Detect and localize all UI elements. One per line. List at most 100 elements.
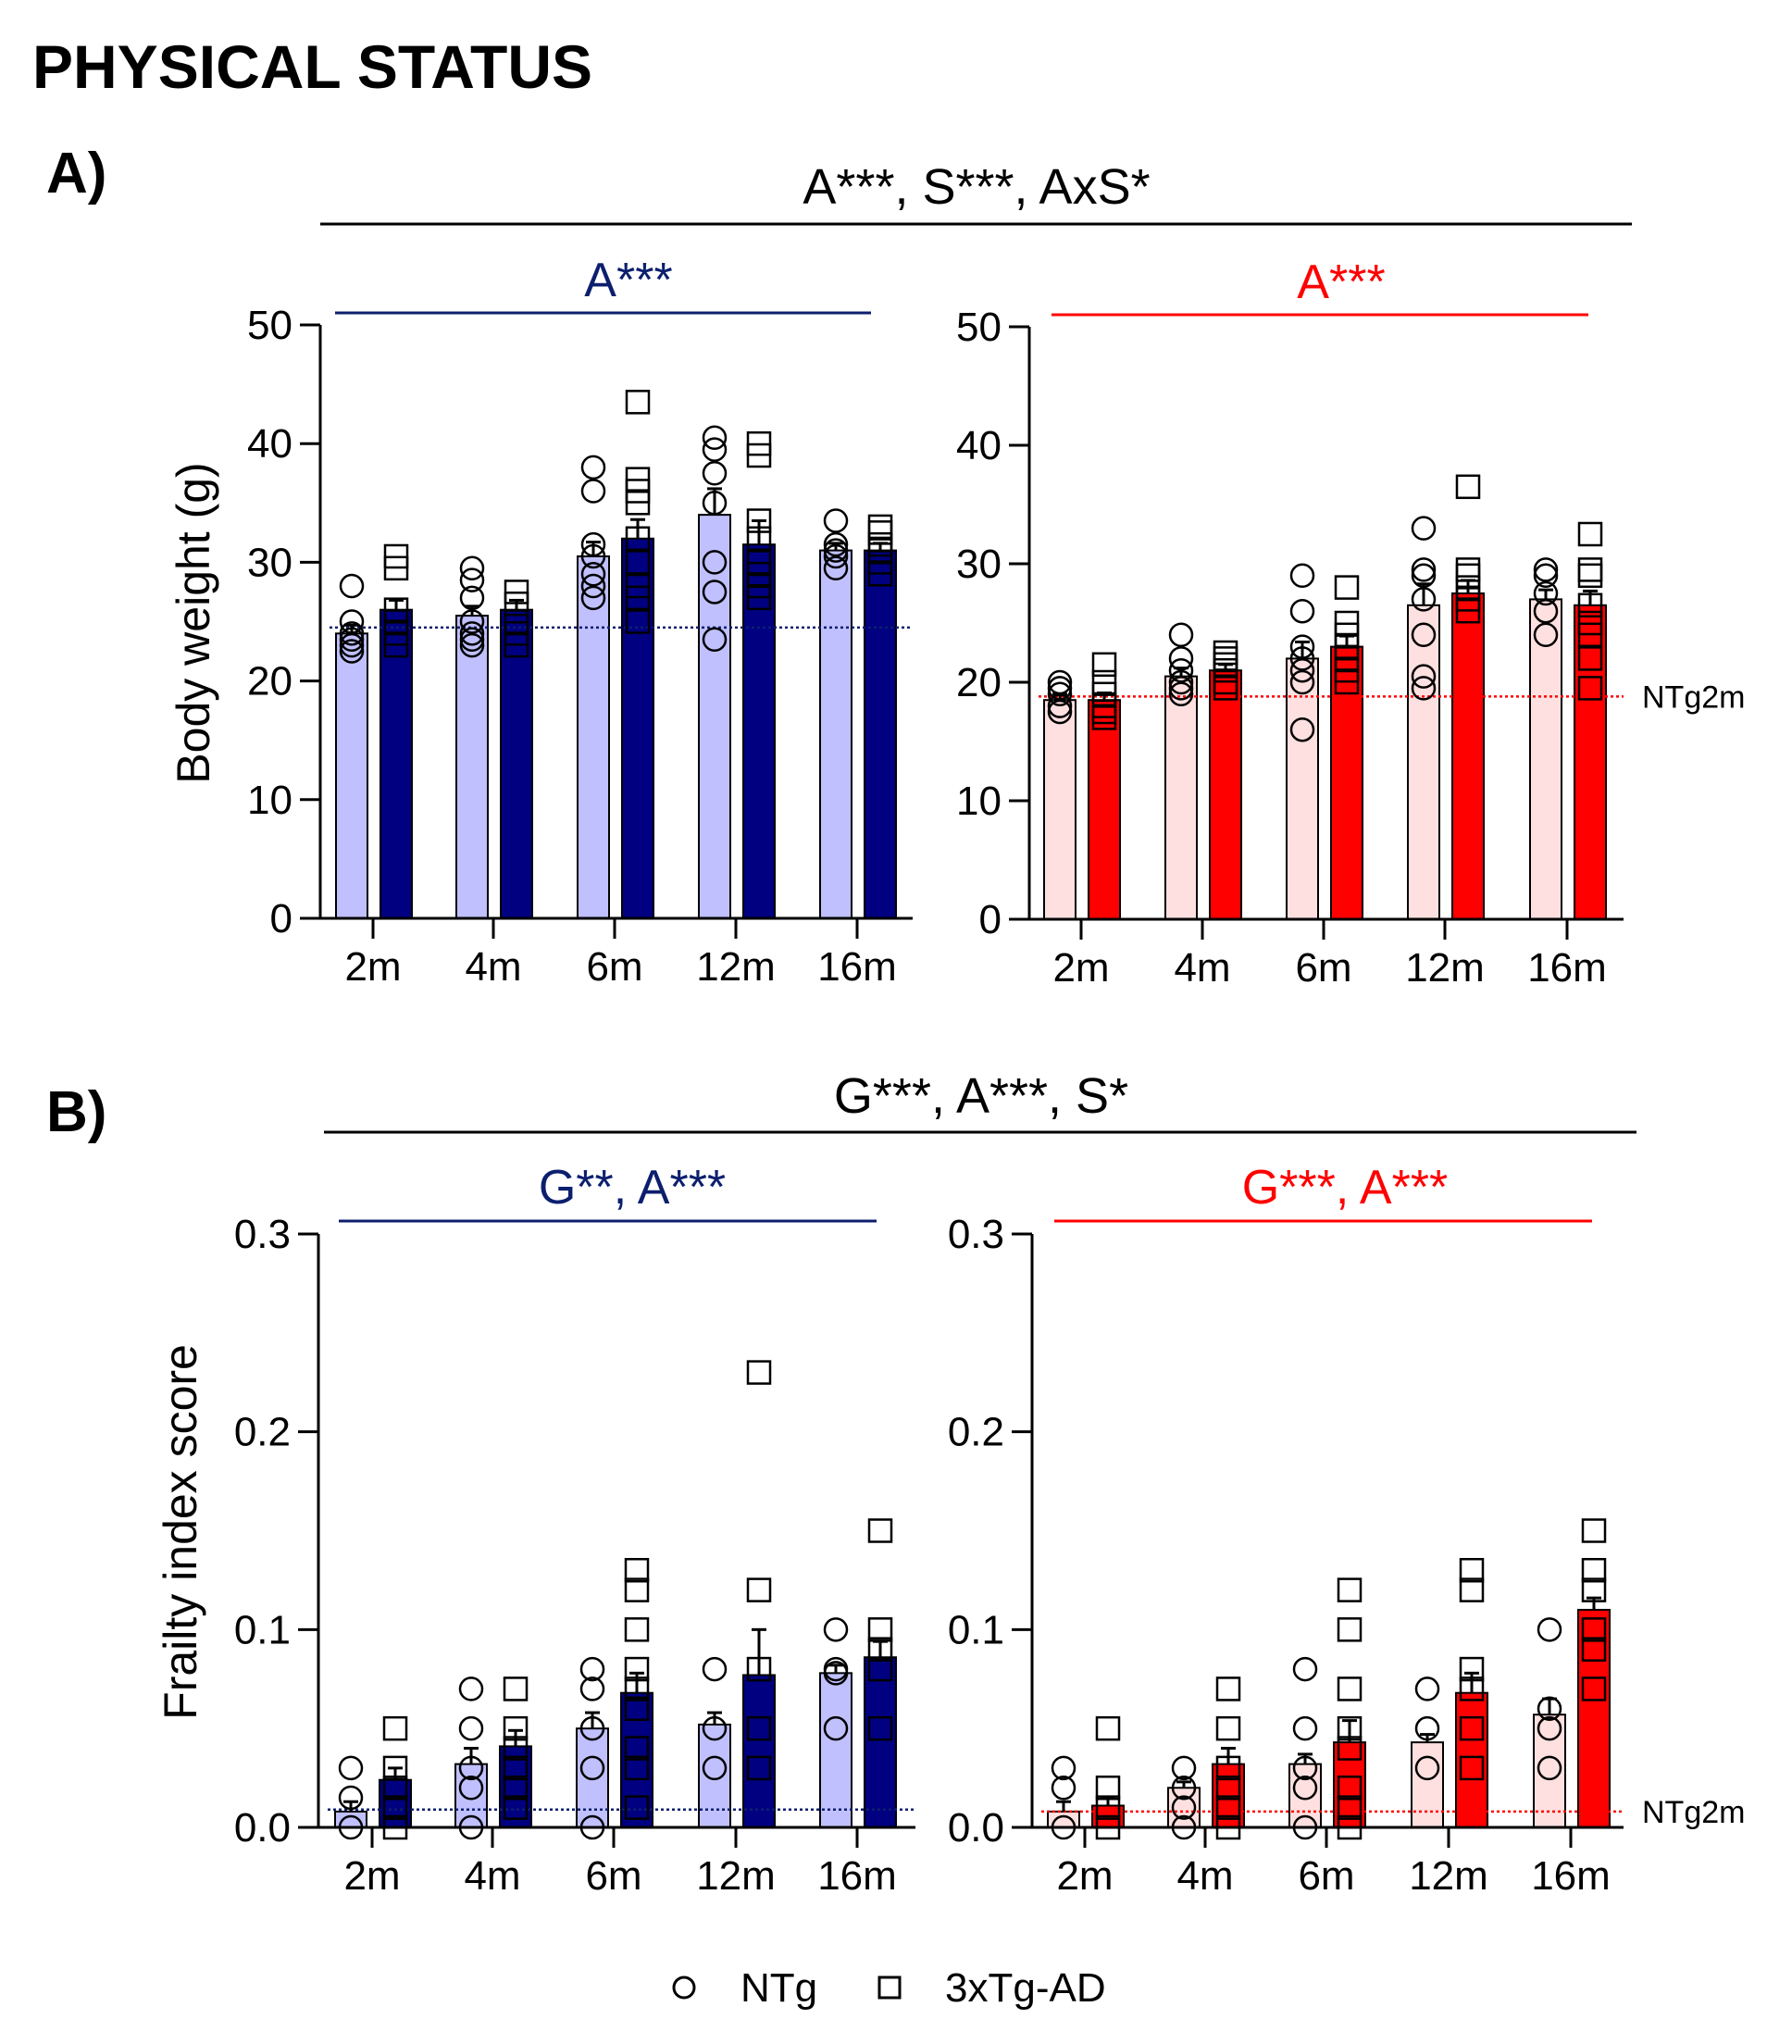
data-point-circle [459, 567, 485, 592]
x-tick-label: 6m [586, 944, 642, 990]
data-point-circle [1051, 1755, 1076, 1781]
legend-square-marker [877, 1975, 902, 2000]
bar-ntg-12m [698, 514, 731, 919]
data-point-square [1091, 705, 1117, 730]
data-point-circle [1292, 1715, 1318, 1741]
data-point-square [1577, 676, 1603, 701]
x-tick-label: 2m [343, 1853, 400, 1899]
data-point-circle [702, 1656, 728, 1682]
data-point-square [746, 585, 772, 611]
data-point-circle [1168, 657, 1194, 683]
data-point-circle [823, 1617, 849, 1642]
data-point-circle [579, 1676, 605, 1701]
y-tick-label: 40 [956, 423, 1002, 468]
data-point-circle [1047, 681, 1073, 707]
data-point-circle [1414, 1755, 1440, 1781]
reference-line-label: NTg2m [1642, 1795, 1745, 1830]
bar-3xtg-ad-16m [864, 549, 897, 920]
data-point-circle [702, 580, 728, 604]
data-point-square [1215, 1715, 1241, 1741]
panel-a-label: A) [46, 142, 106, 206]
y-tick-label: 0.3 [948, 1212, 1004, 1257]
data-point-circle [1533, 557, 1559, 582]
data-point-circle [1411, 664, 1437, 689]
data-point-square [1337, 1776, 1363, 1801]
data-point-square [867, 1715, 893, 1741]
data-point-square [867, 1518, 893, 1543]
data-point-square [867, 561, 893, 587]
y-tick-label: 40 [247, 421, 292, 467]
subplot-a-female: A*** NTg2m 0 10 20 30 40 50 2m 4m 6m 12m 16m [956, 256, 1745, 991]
x-tick-label: 4m [1174, 945, 1230, 991]
bar-3xtg-ad-2m [1088, 699, 1121, 921]
data-point-circle [1533, 563, 1559, 589]
bar-3xtg-ad-16m [864, 1656, 897, 1829]
data-point-square [383, 555, 409, 581]
data-point-square [624, 1795, 650, 1820]
data-point-square [625, 585, 651, 611]
data-point-square [1459, 1557, 1485, 1583]
data-point-square [625, 390, 651, 415]
y-axis-label-frailty: Frailty index score [155, 1344, 206, 1720]
data-point-square [746, 1577, 772, 1602]
y-tick-label: 0.0 [234, 1805, 291, 1851]
data-point-circle [459, 621, 485, 646]
data-point-circle [702, 550, 728, 575]
data-point-square [1577, 622, 1603, 648]
data-point-square [1215, 1676, 1241, 1701]
data-point-square [1581, 1676, 1607, 1701]
data-point-square [1337, 1577, 1363, 1602]
data-point-circle [459, 632, 485, 658]
data-point-circle [1289, 669, 1315, 695]
data-point-circle [580, 573, 606, 599]
data-point-circle [458, 1776, 484, 1801]
y-tick-label: 30 [956, 542, 1002, 587]
x-tick-label: 16m [1531, 1853, 1611, 1899]
bar-ntg-12m [698, 1723, 731, 1828]
legend-label-ntg: NTg [740, 1965, 817, 2011]
data-point-circle [459, 555, 485, 581]
data-point-square [624, 1617, 650, 1642]
x-tick-label: 4m [464, 1853, 520, 1899]
data-point-square [1337, 1617, 1363, 1642]
data-point-square [504, 632, 529, 658]
data-point-square [625, 550, 651, 575]
data-point-circle [1171, 1776, 1197, 1801]
legend: NTg 3xTg-AD [672, 1965, 1106, 2011]
bar-ntg-4m [1164, 675, 1198, 920]
data-point-circle [338, 1755, 364, 1781]
data-point-square [746, 1360, 772, 1385]
data-point-circle [1047, 699, 1073, 725]
bar-ntg-6m [577, 555, 610, 919]
data-point-circle [1533, 622, 1559, 648]
subplot-stats-title: A*** [584, 254, 672, 307]
data-point-circle [1289, 657, 1315, 683]
y-tick-label: 30 [247, 540, 292, 585]
bar-3xtg-ad-2m [380, 608, 413, 919]
subplot-a-male: A*** 0 10 20 30 40 50 2m 4m 6m 12m 16m [247, 254, 913, 990]
data-point-circle [1168, 676, 1194, 701]
data-point-circle [1411, 622, 1437, 648]
legend-label-3xtg: 3xTg-AD [945, 1965, 1106, 2011]
panel-a-stats: A***, S***, AxS* [803, 159, 1150, 215]
data-point-circle [823, 555, 849, 581]
y-tick-label: 0.1 [234, 1607, 291, 1652]
data-point-square [746, 1715, 772, 1741]
y-tick-label: 10 [247, 778, 292, 823]
y-tick-label: 0.0 [948, 1805, 1004, 1851]
subplot-b-male: G**, A*** 0.0 0.1 0.2 0.3 2m 4m 6m 12m 16m [234, 1161, 915, 1899]
data-point-circle [1533, 598, 1559, 624]
x-tick-label: 12m [1409, 1853, 1488, 1899]
bar-ntg-6m [1288, 1763, 1322, 1829]
data-point-circle [1289, 563, 1315, 589]
bar-ntg-6m [1286, 657, 1319, 921]
y-tick-label: 0.2 [234, 1410, 291, 1455]
reference-line-label: NTg2m [1642, 679, 1745, 715]
data-point-square [1215, 1795, 1241, 1820]
x-tick-label: 2m [1052, 945, 1109, 991]
x-tick-label: 4m [465, 944, 521, 990]
data-point-circle [339, 632, 365, 658]
data-point-circle [1537, 1715, 1562, 1741]
data-point-square [625, 609, 651, 634]
data-point-circle [702, 437, 728, 462]
